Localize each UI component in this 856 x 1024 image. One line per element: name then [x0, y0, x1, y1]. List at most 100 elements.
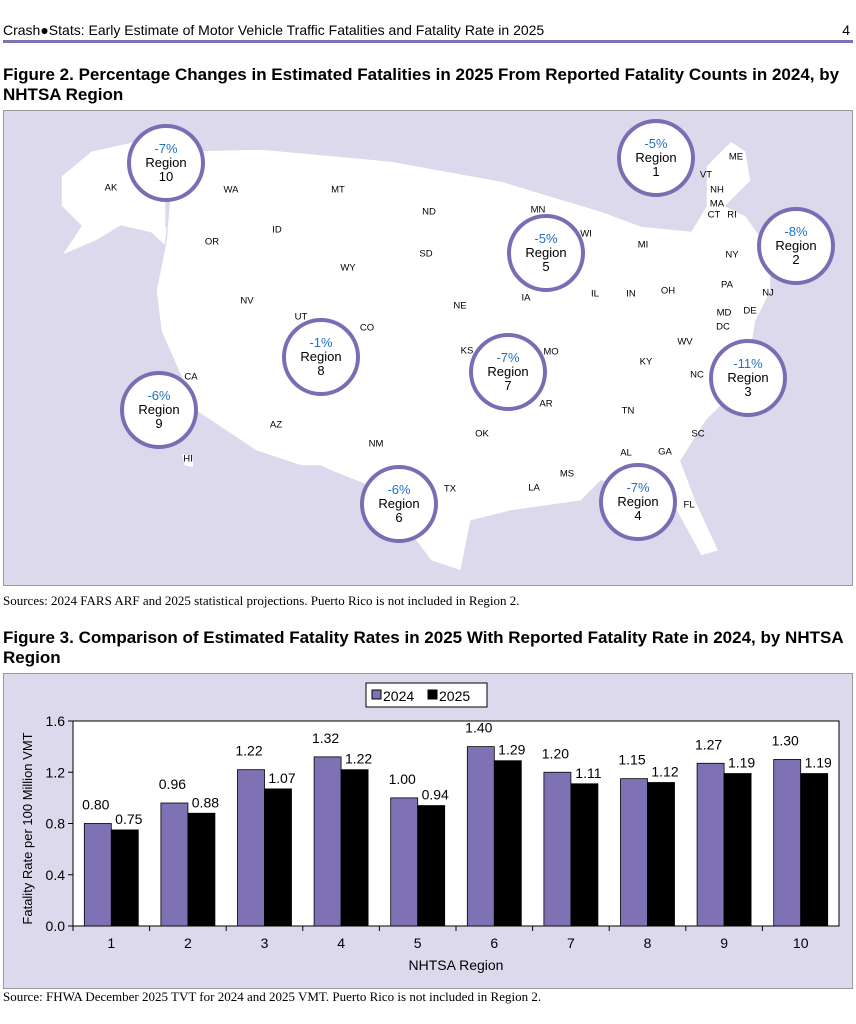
data-label-2024: 1.15 — [618, 752, 645, 768]
y-tick-label: 0.8 — [46, 816, 66, 832]
region-label: Region — [727, 370, 769, 385]
bar-2025-region-8 — [647, 782, 675, 927]
region-label: Region — [145, 155, 187, 170]
region-percent-change: -6% — [147, 388, 171, 403]
data-label-2025: 1.11 — [575, 765, 601, 781]
state-label-nm: NM — [368, 438, 384, 450]
state-label-fl: FL — [683, 499, 695, 511]
bar-2024-region-5 — [390, 797, 419, 927]
state-label-ut: UT — [294, 311, 308, 323]
state-label-wv: WV — [677, 336, 693, 348]
state-label-vt: VT — [699, 169, 713, 181]
region-percent-change: -6% — [387, 482, 411, 497]
region-6-circle: -6% Region 6 — [360, 465, 438, 543]
region-9-circle: -6% Region 9 — [120, 371, 198, 449]
data-label-2024: 1.32 — [312, 730, 339, 746]
bar-2024-region-2 — [160, 802, 189, 927]
data-label-2024: 1.20 — [542, 745, 569, 761]
state-label-ok: OK — [475, 428, 489, 440]
data-label-2025: 1.07 — [268, 770, 295, 786]
region-number: 3 — [744, 384, 752, 399]
data-label-2024: 0.96 — [159, 776, 186, 792]
state-label-ia: IA — [521, 292, 531, 304]
mainland-shape — [155, 140, 772, 572]
x-tick-label: 8 — [644, 935, 652, 951]
bar-2024-region-4 — [313, 756, 342, 927]
state-label-az: AZ — [269, 419, 283, 431]
y-tick-label: 0.0 — [46, 918, 66, 934]
region-label: Region — [775, 238, 817, 253]
y-tick-label: 1.6 — [46, 713, 66, 729]
state-label-md: MD — [716, 307, 732, 319]
state-label-al: AL — [620, 447, 632, 459]
state-label-ct: CT — [707, 209, 721, 221]
region-2-circle: -8% Region 2 — [757, 207, 835, 285]
region-number: 6 — [395, 510, 403, 525]
state-label-sd: SD — [419, 248, 433, 260]
region-number: 4 — [634, 508, 642, 523]
state-label-nc: NC — [690, 369, 704, 381]
state-label-hi: HI — [183, 453, 193, 465]
state-label-nh: NH — [710, 184, 724, 196]
legend-label-2025: 2025 — [439, 688, 470, 704]
x-tick-label: 7 — [567, 935, 575, 951]
header-rule — [3, 40, 853, 43]
region-7-circle: -7% Region 7 — [469, 333, 547, 411]
region-number: 9 — [155, 416, 163, 431]
data-label-2024: 1.40 — [465, 720, 492, 736]
state-label-mi: MI — [637, 239, 649, 251]
state-label-ca: CA — [184, 371, 198, 383]
region-number: 8 — [317, 363, 325, 378]
legend-label-2024: 2024 — [383, 688, 414, 704]
state-label-ne: NE — [453, 300, 467, 312]
state-label-pa: PA — [721, 279, 733, 291]
bar-2024-region-7 — [543, 771, 572, 927]
state-label-or: OR — [204, 236, 220, 248]
page-number: 4 — [842, 22, 850, 38]
region-percent-change: -1% — [309, 335, 333, 350]
bar-2025-region-9 — [723, 773, 752, 927]
legend-swatch-2025 — [427, 689, 438, 700]
region-label: Region — [617, 494, 659, 509]
state-label-wy: WY — [340, 262, 356, 274]
x-tick-label: 4 — [337, 935, 345, 951]
data-label-2025: 1.19 — [728, 755, 755, 771]
state-label-ma: MA — [709, 198, 725, 210]
region-1-circle: -5% Region 1 — [617, 119, 695, 197]
data-label-2024: 1.27 — [695, 736, 722, 752]
bar-2025-region-10 — [800, 773, 829, 927]
region-map: AK WA MT OR ID ND MN WI MI SD WY NE IA IL IN OH NY PA NJ DE… — [3, 110, 853, 586]
state-label-me: ME — [728, 151, 744, 163]
state-label-co: CO — [359, 322, 375, 334]
bar-2025-region-4 — [340, 769, 369, 927]
data-label-2024: 0.80 — [82, 797, 109, 813]
x-tick-label: 2 — [184, 935, 192, 951]
region-label: Region — [300, 349, 342, 364]
data-label-2025: 1.29 — [498, 742, 525, 758]
data-label-2024: 1.22 — [235, 743, 262, 759]
state-label-de: DE — [743, 305, 757, 317]
hawaii-shape — [179, 451, 195, 469]
region-label: Region — [487, 364, 529, 379]
data-label-2024: 1.00 — [389, 771, 416, 787]
x-tick-label: 6 — [490, 935, 498, 951]
state-label-ks: KS — [460, 345, 474, 357]
data-label-2025: 1.12 — [651, 764, 678, 780]
region-number: 2 — [792, 252, 800, 267]
region-5-circle: -5% Region 5 — [507, 214, 585, 292]
state-label-la: LA — [528, 482, 540, 494]
region-label: Region — [378, 496, 420, 511]
region-percent-change: -5% — [534, 231, 558, 246]
state-label-tx: TX — [443, 483, 457, 495]
bar-2025-region-2 — [187, 812, 216, 927]
state-label-tn: TN — [621, 405, 635, 417]
bar-2024-region-6 — [466, 746, 495, 927]
state-label-ms: MS — [559, 468, 575, 480]
state-label-nv: NV — [240, 295, 254, 307]
state-label-in: IN — [626, 288, 636, 300]
bar-2025-region-5 — [417, 805, 446, 927]
x-tick-label: 9 — [720, 935, 728, 951]
bar-2025-region-3 — [264, 788, 292, 927]
region-percent-change: -7% — [154, 141, 178, 156]
state-label-ak: AK — [104, 182, 118, 194]
